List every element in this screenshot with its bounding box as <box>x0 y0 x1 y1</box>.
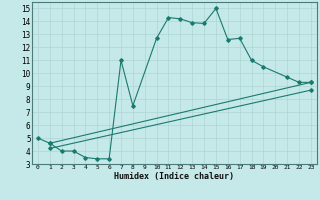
X-axis label: Humidex (Indice chaleur): Humidex (Indice chaleur) <box>115 172 234 181</box>
